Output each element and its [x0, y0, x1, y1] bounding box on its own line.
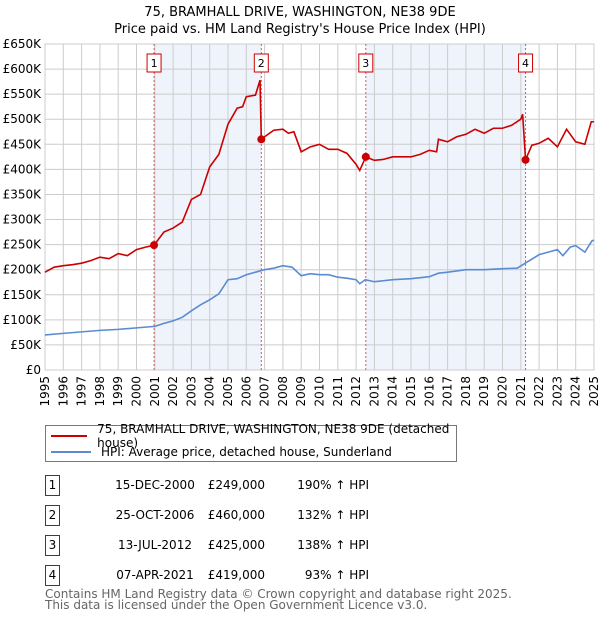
x-tick-label: 2014 — [386, 376, 400, 407]
y-tick-label: £250K — [3, 238, 43, 252]
sale-hpi-change: 138% ↑ HPI — [297, 538, 369, 552]
shaded-region — [154, 44, 262, 370]
x-tick-label: 2015 — [404, 376, 418, 407]
x-tick-label: 2002 — [166, 376, 180, 407]
x-tick-label: 1997 — [75, 376, 89, 407]
sale-price: £249,000 — [207, 478, 265, 492]
x-tick-label: 2005 — [221, 376, 235, 407]
y-tick-label: £150K — [3, 288, 43, 302]
y-tick-label: £50K — [10, 338, 42, 352]
y-tick-label: £200K — [3, 263, 43, 277]
sale-row: 2 25-OCT-2006 £460,000 132% ↑ HPI — [45, 505, 445, 526]
sale-row: 1 15-DEC-2000 £249,000 190% ↑ HPI — [45, 475, 445, 496]
legend-item-property: 75, BRAMHALL DRIVE, WASHINGTON, NE38 9DE… — [51, 422, 456, 450]
legend-label: 75, BRAMHALL DRIVE, WASHINGTON, NE38 9DE… — [97, 422, 450, 450]
sale-hpi-change: 190% ↑ HPI — [297, 478, 369, 492]
sale-hpi-change: 93% ↑ HPI — [304, 568, 369, 582]
x-tick-label: 1996 — [56, 376, 70, 407]
legend-label: HPI: Average price, detached house, Sund… — [101, 445, 392, 459]
sale-marker-box — [518, 53, 534, 73]
sale-marker-label: 2 — [258, 57, 265, 70]
sale-point — [521, 155, 530, 164]
sale-date: 25-OCT-2006 — [115, 508, 195, 522]
x-tick-label: 2004 — [203, 376, 217, 407]
x-tick-label: 2016 — [422, 376, 436, 407]
sale-marker-box — [358, 53, 374, 73]
sale-marker-box — [253, 53, 269, 73]
sale-number-badge: 3 — [45, 535, 60, 556]
sale-price: £425,000 — [207, 538, 265, 552]
sale-point — [361, 152, 370, 161]
x-tick-label: 1998 — [93, 376, 107, 407]
sale-point — [150, 241, 159, 250]
legend-swatch-red — [51, 435, 88, 437]
sale-hpi-change: 132% ↑ HPI — [297, 508, 369, 522]
x-tick-label: 2020 — [496, 376, 510, 407]
x-tick-label: 2008 — [276, 376, 290, 407]
chart-legend: 75, BRAMHALL DRIVE, WASHINGTON, NE38 9DE… — [45, 422, 457, 462]
sale-price: £419,000 — [207, 568, 265, 582]
x-tick-label: 2022 — [532, 376, 546, 407]
x-tick-label: 2024 — [569, 376, 583, 407]
y-tick-label: £450K — [3, 137, 43, 151]
series-line-hpi — [44, 239, 594, 336]
sale-price: £460,000 — [207, 508, 265, 522]
x-tick-label: 2003 — [184, 376, 198, 407]
sale-date: 15-DEC-2000 — [115, 478, 195, 492]
chart-subtitle: Price paid vs. HM Land Registry's House … — [114, 22, 486, 37]
x-tick-label: 2009 — [294, 376, 308, 407]
price-chart: 75, BRAMHALL DRIVE, WASHINGTON, NE38 9DE… — [3, 5, 600, 407]
shaded-region — [365, 44, 526, 370]
x-tick-label: 2012 — [349, 376, 363, 407]
x-tick-label: 2018 — [459, 376, 473, 407]
sale-marker-label: 4 — [522, 57, 529, 70]
x-tick-label: 2019 — [477, 376, 491, 407]
footer-line-2: This data is licensed under the Open Gov… — [45, 598, 428, 612]
y-tick-label: £100K — [3, 313, 43, 327]
sale-point — [257, 135, 266, 144]
footer: Contains HM Land Registry data © Crown c… — [45, 587, 512, 612]
x-tick-label: 2013 — [367, 376, 381, 407]
footer-line-1: Contains HM Land Registry data © Crown c… — [45, 587, 512, 601]
sale-marker-box — [146, 53, 162, 73]
y-tick-label: £600K — [3, 62, 43, 76]
sale-number-badge: 1 — [45, 475, 60, 496]
x-tick-label: 2000 — [130, 376, 144, 407]
y-tick-label: £550K — [3, 87, 43, 101]
sale-marker-label: 3 — [362, 57, 369, 70]
x-tick-label: 2021 — [514, 376, 528, 407]
y-tick-label: £0 — [26, 363, 41, 377]
y-tick-label: £300K — [3, 213, 43, 227]
series-line-property — [44, 79, 594, 273]
chart-title: 75, BRAMHALL DRIVE, WASHINGTON, NE38 9DE — [144, 5, 455, 20]
x-tick-label: 2006 — [239, 376, 253, 407]
x-tick-label: 2017 — [441, 376, 455, 407]
x-tick-label: 2001 — [148, 376, 162, 407]
y-tick-label: £350K — [3, 187, 43, 201]
x-tick-label: 1999 — [111, 376, 125, 407]
sale-row: 4 07-APR-2021 £419,000 93% ↑ HPI — [45, 565, 445, 586]
legend-item-hpi: HPI: Average price, detached house, Sund… — [51, 444, 392, 460]
sale-number-badge: 4 — [45, 565, 60, 586]
x-tick-label: 1995 — [38, 376, 52, 407]
plot-border — [44, 43, 595, 371]
sale-date: 13-JUL-2012 — [118, 538, 192, 552]
sale-number-badge: 2 — [45, 505, 60, 526]
x-tick-label: 2007 — [258, 376, 272, 407]
legend-swatch-blue — [51, 451, 91, 453]
sale-marker-label: 1 — [151, 57, 158, 70]
y-tick-label: £500K — [3, 112, 43, 126]
x-tick-label: 2010 — [313, 376, 327, 407]
y-tick-label: £400K — [3, 162, 43, 176]
x-tick-label: 2025 — [587, 376, 600, 407]
sale-date: 07-APR-2021 — [116, 568, 194, 582]
x-tick-label: 2023 — [550, 376, 564, 407]
y-tick-label: £650K — [3, 37, 43, 51]
sale-row: 3 13-JUL-2012 £425,000 138% ↑ HPI — [45, 535, 445, 556]
x-tick-label: 2011 — [331, 376, 345, 407]
